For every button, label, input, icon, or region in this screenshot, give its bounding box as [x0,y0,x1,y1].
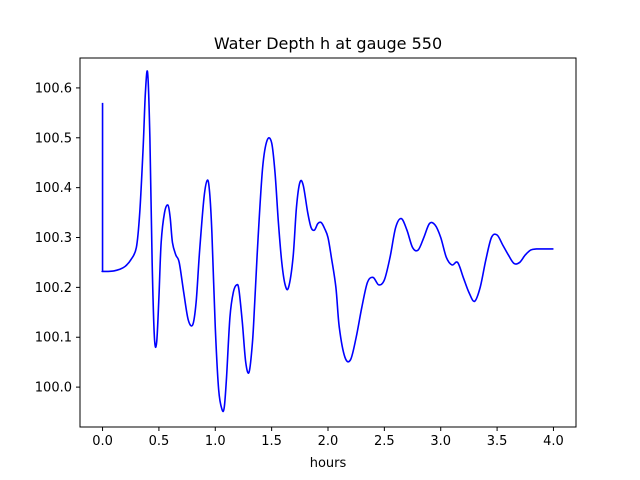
y-tick-label: 100.2 [35,281,72,296]
x-tick-label: 0.5 [149,434,170,449]
y-tick-label: 100.1 [35,331,72,346]
plot-area [80,58,576,427]
x-tick-label: 2.5 [374,434,395,449]
y-tick-label: 100.0 [35,381,72,396]
x-tick-label: 1.0 [205,434,226,449]
y-tick-label: 100.5 [35,131,72,146]
x-tick-label: 0.0 [92,434,113,449]
y-tick-label: 100.3 [35,231,72,246]
series-line [101,70,554,413]
chart-title: Water Depth h at gauge 550 [214,34,442,53]
x-tick-label: 3.5 [487,434,508,449]
x-tick-label: 2.0 [318,434,339,449]
y-tick-label: 100.6 [35,81,72,96]
x-axis-label: hours [310,456,347,471]
x-axis-ticks: 0.0 0.5 1.0 1.5 2.0 2.5 3.0 3.5 4.0 [92,427,564,449]
series-layer [101,70,554,413]
plot-frame [79,57,577,428]
x-tick-label: 4.0 [543,434,564,449]
x-tick-label: 1.5 [261,434,282,449]
y-axis-ticks: 100.0 100.1 100.2 100.3 100.4 100.5 100.6 [35,81,80,396]
y-tick-label: 100.4 [35,181,72,196]
x-tick-label: 3.0 [430,434,451,449]
